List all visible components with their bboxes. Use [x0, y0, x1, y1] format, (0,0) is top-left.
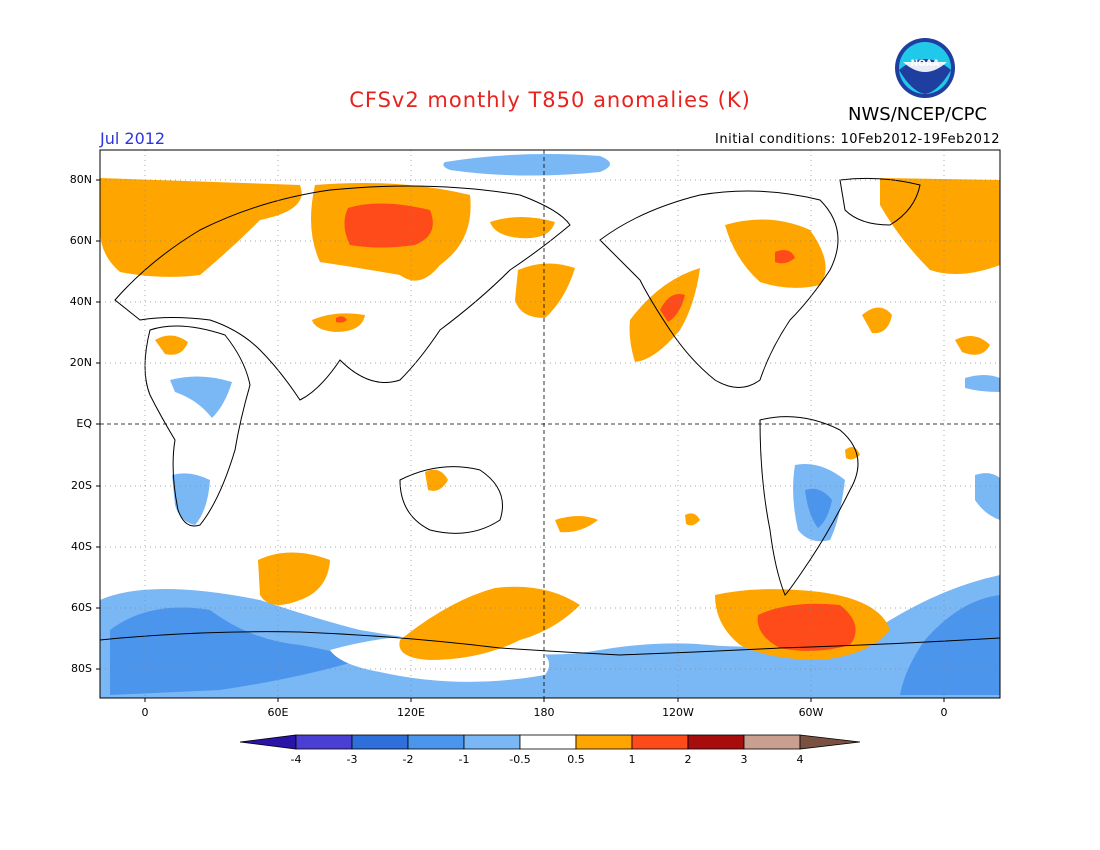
colorbar-label: -0.5	[509, 753, 531, 766]
reference-lines	[100, 150, 1000, 698]
initial-conditions: Initial conditions: 10Feb2012-19Feb2012	[715, 132, 1000, 147]
warm-s-indian	[258, 552, 330, 605]
chart-title: CFSv2 monthly T850 anomalies (K)	[349, 88, 751, 112]
lat-label: 60N	[69, 234, 92, 247]
lat-label: 20S	[71, 479, 92, 492]
coast-antarctica	[100, 631, 1000, 656]
colorbar-label: 0.5	[567, 753, 585, 766]
warm-atlantic	[862, 307, 892, 334]
colorbar-label: -2	[402, 753, 414, 766]
colorbar-bin	[519, 734, 577, 750]
lon-label: 0	[940, 706, 948, 719]
colorbar-bin	[463, 734, 521, 750]
colorbar-bin	[631, 734, 689, 750]
lon-label: 0	[141, 706, 149, 719]
warm-australia	[425, 469, 448, 491]
warm-arabia-east	[955, 336, 990, 355]
coastlines	[100, 177, 1000, 656]
anomaly-shading	[100, 154, 1000, 698]
cold-core-east	[900, 595, 1000, 695]
lat-label: 40N	[69, 295, 92, 308]
warm-greenland-east	[880, 178, 1000, 274]
lat-label: EQ	[76, 417, 92, 430]
colorbar-arrow-right	[799, 734, 861, 750]
warm-brazil-ne	[845, 446, 860, 460]
strong-canada	[775, 250, 795, 264]
lon-label: 120W	[662, 706, 694, 719]
warm-nw-pacific	[490, 217, 555, 239]
colorbar-label: -1	[458, 753, 470, 766]
lon-label: 60W	[798, 706, 824, 719]
colorbar-arrow-left	[239, 734, 297, 750]
axis-ticks	[96, 179, 945, 702]
grid-lines	[100, 150, 1000, 698]
colorbar-bin	[295, 734, 353, 750]
lon-label: 180	[533, 706, 555, 719]
warm-small-se-pacific	[685, 513, 700, 526]
warm-europe	[100, 178, 302, 277]
valid-month: Jul 2012	[100, 129, 166, 148]
colorbar-label: 1	[628, 753, 636, 766]
colorbar-label: 2	[684, 753, 692, 766]
colorbar	[239, 734, 861, 750]
colorbar-label: -4	[290, 753, 302, 766]
strong-s-america	[757, 603, 856, 651]
lat-label: 60S	[71, 601, 92, 614]
coast-greenland	[839, 177, 921, 226]
colorbar-label: 3	[740, 753, 748, 766]
cold-patch-pacific	[560, 654, 690, 677]
lat-label: 40S	[71, 540, 92, 553]
lat-label: 20N	[69, 356, 92, 369]
cold-core-s-america	[805, 488, 832, 528]
cold-core-west	[110, 607, 360, 695]
organization-label: NWS/NCEP/CPC	[848, 104, 988, 125]
warm-n-pacific	[515, 263, 575, 318]
coast-australia	[399, 466, 503, 534]
cold-east-africa	[170, 376, 232, 418]
colorbar-bin	[575, 734, 633, 750]
lon-label: 60E	[267, 706, 289, 719]
strong-west-us	[660, 294, 685, 322]
coast-south-america	[759, 416, 859, 596]
lat-label: 80S	[71, 662, 92, 675]
colorbar-bin	[407, 734, 465, 750]
warm-n-africa	[155, 335, 188, 355]
coast-eurasia	[114, 185, 571, 401]
colorbar-label: -3	[346, 753, 358, 766]
warm-tibet	[312, 313, 365, 332]
cold-arctic	[443, 154, 610, 176]
coast-africa	[144, 325, 251, 527]
strong-tibet	[336, 316, 347, 323]
lat-label: 80N	[69, 173, 92, 186]
colorbar-bin	[687, 734, 745, 750]
colorbar-bin	[743, 734, 801, 750]
lon-label: 120E	[397, 706, 425, 719]
colorbar-label: 4	[796, 753, 804, 766]
cold-w-atlantic-equator	[965, 375, 1000, 392]
colorbar-bin	[351, 734, 409, 750]
strong-siberia	[344, 203, 433, 248]
coast-north-america	[599, 190, 839, 388]
warm-s-pacific	[555, 516, 598, 533]
cold-e-atlantic	[975, 473, 1000, 520]
